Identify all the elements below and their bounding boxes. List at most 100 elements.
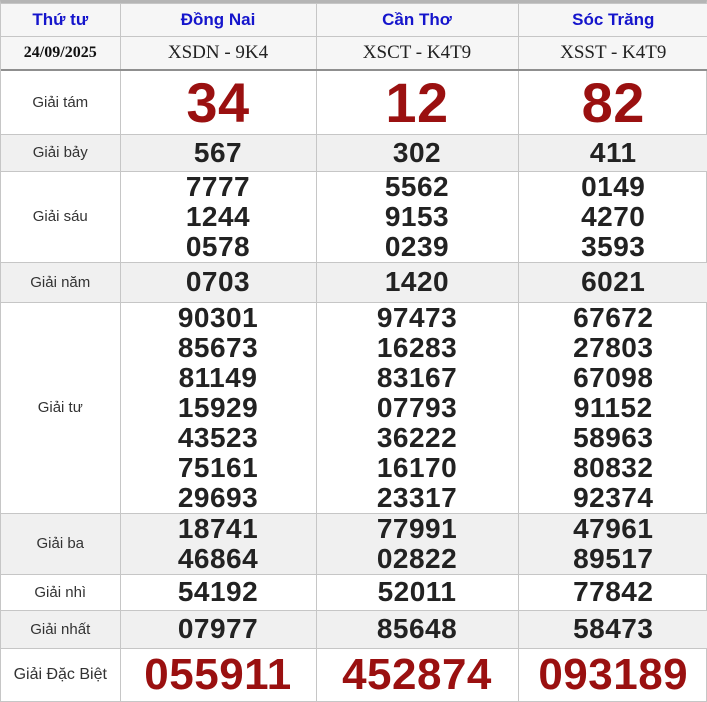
prize-number: 34 bbox=[121, 71, 316, 134]
prize-number: 1244 bbox=[121, 202, 316, 232]
prize-number: 80832 bbox=[519, 453, 707, 483]
prize-number: 89517 bbox=[519, 544, 707, 574]
table-header: Thứ tư Đồng Nai Cần Thơ Sóc Trăng 24/09/… bbox=[1, 4, 707, 70]
prize-number: 12 bbox=[317, 71, 518, 134]
prize-number: 46864 bbox=[121, 544, 316, 574]
prize-number: 0149 bbox=[519, 172, 707, 202]
prize-number: 91152 bbox=[519, 393, 707, 423]
prize-number: 055911 bbox=[121, 649, 316, 701]
prize-label: Giải tư bbox=[1, 302, 120, 513]
prize-number: 47961 bbox=[519, 514, 707, 544]
prize-number: 411 bbox=[519, 138, 707, 168]
prize-number: 4270 bbox=[519, 202, 707, 232]
prize-number: 67098 bbox=[519, 363, 707, 393]
province-header-can-tho[interactable]: Cần Thơ bbox=[316, 4, 518, 37]
prize-numbers-cell: 52011 bbox=[316, 574, 518, 610]
prize-number: 29693 bbox=[121, 483, 316, 513]
prize-number: 83167 bbox=[317, 363, 518, 393]
prize-number: 43523 bbox=[121, 423, 316, 453]
prize-number: 77842 bbox=[519, 577, 707, 607]
prize-numbers-cell: 85648 bbox=[316, 610, 518, 648]
prize-number: 92374 bbox=[519, 483, 707, 513]
draw-code-can-tho: XSCT - K4T9 bbox=[316, 37, 518, 70]
prize-label: Giải bảy bbox=[1, 134, 120, 171]
prize-number: 23317 bbox=[317, 483, 518, 513]
prize-numbers-cell: 055911 bbox=[120, 648, 316, 701]
prize-number: 97473 bbox=[317, 303, 518, 333]
prize-number: 7777 bbox=[121, 172, 316, 202]
prize-numbers-cell: 34 bbox=[120, 70, 316, 135]
prize-number: 67672 bbox=[519, 303, 707, 333]
prize-number: 07977 bbox=[121, 614, 316, 644]
prize-number: 77991 bbox=[317, 514, 518, 544]
prize-number: 75161 bbox=[121, 453, 316, 483]
prize-number: 18741 bbox=[121, 514, 316, 544]
draw-info-row: 24/09/2025 XSDN - 9K4 XSCT - K4T9 XSST -… bbox=[1, 37, 707, 70]
prize-number: 36222 bbox=[317, 423, 518, 453]
prize-number: 16283 bbox=[317, 333, 518, 363]
prize-number: 02822 bbox=[317, 544, 518, 574]
prize-label: Giải tám bbox=[1, 70, 120, 135]
draw-code-dong-nai: XSDN - 9K4 bbox=[120, 37, 316, 70]
prize-number: 302 bbox=[317, 138, 518, 168]
prize-label: Giải năm bbox=[1, 262, 120, 302]
prize-number: 90301 bbox=[121, 303, 316, 333]
draw-code-soc-trang: XSST - K4T9 bbox=[518, 37, 707, 70]
prize-numbers-cell: 54192 bbox=[120, 574, 316, 610]
prize-numbers-cell: 093189 bbox=[518, 648, 707, 701]
prize-number: 3593 bbox=[519, 232, 707, 262]
province-header-row: Thứ tư Đồng Nai Cần Thơ Sóc Trăng bbox=[1, 4, 707, 37]
prize-number: 6021 bbox=[519, 267, 707, 297]
prize-number: 1420 bbox=[317, 267, 518, 297]
prize-number: 15929 bbox=[121, 393, 316, 423]
prize-numbers-cell: 567 bbox=[120, 134, 316, 171]
prize-numbers-cell: 12 bbox=[316, 70, 518, 135]
prize-number: 0578 bbox=[121, 232, 316, 262]
prize-number: 82 bbox=[519, 71, 707, 134]
prize-label: Giải nhì bbox=[1, 574, 120, 610]
prize-label: Giải Đặc Biệt bbox=[1, 648, 120, 701]
prize-numbers-cell: 77842 bbox=[518, 574, 707, 610]
prize-number: 07793 bbox=[317, 393, 518, 423]
prize-number: 0703 bbox=[121, 267, 316, 297]
prize-number: 58963 bbox=[519, 423, 707, 453]
prize-numbers-cell: 0703 bbox=[120, 262, 316, 302]
prize-label: Giải ba bbox=[1, 513, 120, 574]
prize-numbers-cell: 411 bbox=[518, 134, 707, 171]
prize-number: 567 bbox=[121, 138, 316, 168]
province-header-dong-nai[interactable]: Đồng Nai bbox=[120, 4, 316, 37]
lottery-results-table: Thứ tư Đồng Nai Cần Thơ Sóc Trăng 24/09/… bbox=[1, 3, 707, 702]
prize-number: 452874 bbox=[317, 649, 518, 701]
weekday-header-link[interactable]: Thứ tư bbox=[1, 4, 120, 37]
prize-number: 27803 bbox=[519, 333, 707, 363]
prize-number: 85673 bbox=[121, 333, 316, 363]
prize-numbers-cell: 07977 bbox=[120, 610, 316, 648]
prize-number: 093189 bbox=[519, 649, 707, 701]
province-header-soc-trang[interactable]: Sóc Trăng bbox=[518, 4, 707, 37]
prize-numbers-cell: 82 bbox=[518, 70, 707, 135]
prize-number: 0239 bbox=[317, 232, 518, 262]
prize-number: 52011 bbox=[317, 577, 518, 607]
prize-numbers-cell: 302 bbox=[316, 134, 518, 171]
prize-number: 5562 bbox=[317, 172, 518, 202]
draw-date: 24/09/2025 bbox=[1, 37, 120, 70]
prize-numbers-cell: 452874 bbox=[316, 648, 518, 701]
